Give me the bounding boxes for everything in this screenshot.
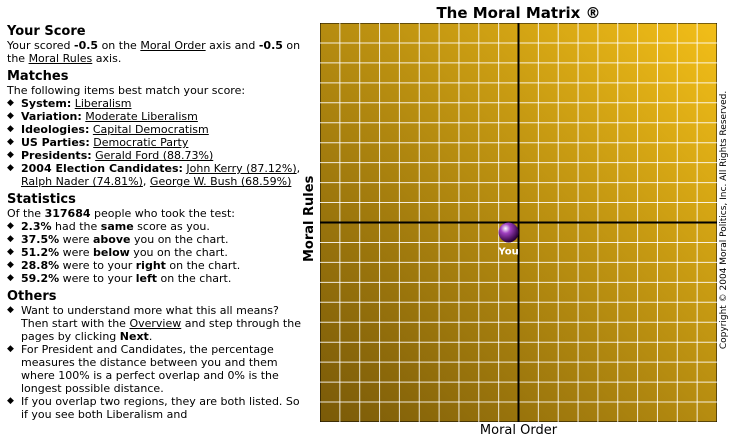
copyright-notice: Copyright © 2004 Moral Politics, Inc. Al… xyxy=(719,90,729,350)
candidate-link[interactable]: Ralph Nader (74.81%) xyxy=(21,175,143,188)
match-system: System: Liberalism xyxy=(7,97,303,110)
match-ideologies: Ideologies: Capital Democratism xyxy=(7,123,303,136)
matches-section: Matches The following items best match y… xyxy=(7,69,303,188)
matches-intro: The following items best match your scor… xyxy=(7,84,246,97)
stat-item: 2.3% had the same score as you. xyxy=(7,220,303,233)
others-heading: Others xyxy=(7,289,57,304)
candidate-link[interactable]: John Kerry (87.12%) xyxy=(186,162,297,175)
others-item: If you overlap two regions, they are bot… xyxy=(7,395,303,421)
match-presidents: Presidents: Gerald Ford (88.73%) xyxy=(7,149,303,162)
match-link[interactable]: Moderate Liberalism xyxy=(85,110,198,123)
statistics-list: 2.3% had the same score as you. 37.5% we… xyxy=(7,220,303,285)
you-marker-label: You xyxy=(497,246,518,257)
match-link[interactable]: Gerald Ford (88.73%) xyxy=(95,149,214,162)
stat-item: 59.2% were to your left on the chart. xyxy=(7,272,303,285)
test-taker-count: 317684 xyxy=(44,207,91,220)
y-axis-label: Moral Rules xyxy=(302,175,317,262)
others-item: Want to understand more what this all me… xyxy=(7,304,303,343)
matrix-points: You xyxy=(497,222,519,257)
moral-order-link[interactable]: Moral Order xyxy=(140,39,206,52)
score-section: Your Score Your scored -0.5 on the Moral… xyxy=(7,24,303,65)
match-link[interactable]: Liberalism xyxy=(74,97,132,110)
rules-score: -0.5 xyxy=(258,39,283,52)
match-variation: Variation: Moderate Liberalism xyxy=(7,110,303,123)
stat-item: 51.2% were below you on the chart. xyxy=(7,246,303,259)
candidate-link[interactable]: George W. Bush (68.59%) xyxy=(149,175,292,188)
others-item: For President and Candidates, the percen… xyxy=(7,343,303,395)
matrix-axes xyxy=(320,23,717,422)
others-section: Others Want to understand more what this… xyxy=(7,289,303,421)
overview-link[interactable]: Overview xyxy=(129,317,182,330)
moral-matrix-chart: You xyxy=(320,23,717,422)
match-link[interactable]: Capital Democratism xyxy=(92,123,209,136)
you-marker xyxy=(498,222,519,243)
x-axis-label: Moral Order xyxy=(479,423,558,438)
match-link[interactable]: Democratic Party xyxy=(93,136,189,149)
statistics-heading: Statistics xyxy=(7,192,76,207)
stat-item: 28.8% were to your right on the chart. xyxy=(7,259,303,272)
score-heading: Your Score xyxy=(7,24,86,39)
statistics-intro: Of the 317684 people who took the test: xyxy=(7,207,236,220)
matches-list: System: Liberalism Variation: Moderate L… xyxy=(7,97,303,188)
order-score: -0.5 xyxy=(74,39,99,52)
statistics-section: Statistics Of the 317684 people who took… xyxy=(7,192,303,285)
match-election-candidates: 2004 Election Candidates: John Kerry (87… xyxy=(7,162,303,188)
stat-item: 37.5% were above you on the chart. xyxy=(7,233,303,246)
matches-heading: Matches xyxy=(7,69,69,84)
match-us-parties: US Parties: Democratic Party xyxy=(7,136,303,149)
results-panel: Your Score Your scored -0.5 on the Moral… xyxy=(7,24,303,425)
score-text: Your scored -0.5 on the Moral Order axis… xyxy=(7,39,301,65)
chart-title: The Moral Matrix ® xyxy=(436,4,601,22)
others-list: Want to understand more what this all me… xyxy=(7,304,303,421)
moral-rules-link[interactable]: Moral Rules xyxy=(28,52,93,65)
